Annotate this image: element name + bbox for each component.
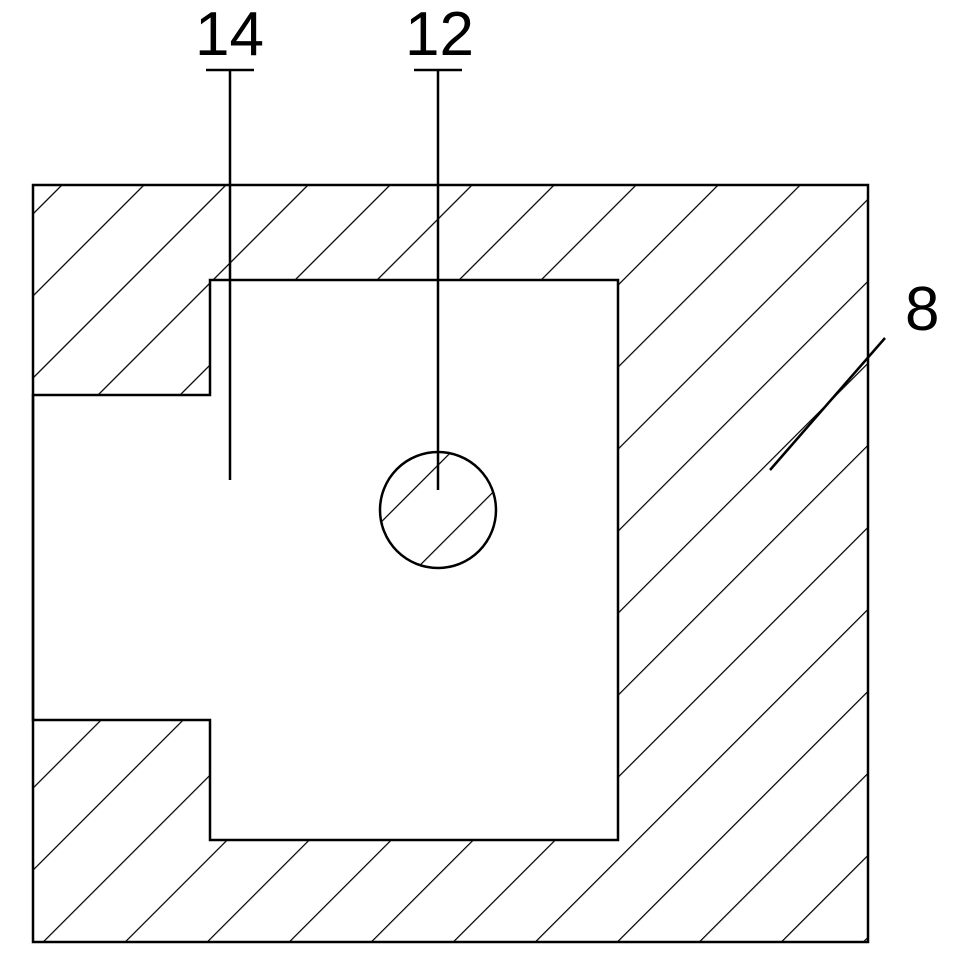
diagram-svg: 14 12 8	[0, 0, 964, 958]
cross-section-diagram: 14 12 8	[0, 0, 964, 958]
mid-label: 12	[405, 0, 474, 69]
left-label: 14	[195, 0, 264, 69]
right-label: 8	[905, 275, 939, 344]
